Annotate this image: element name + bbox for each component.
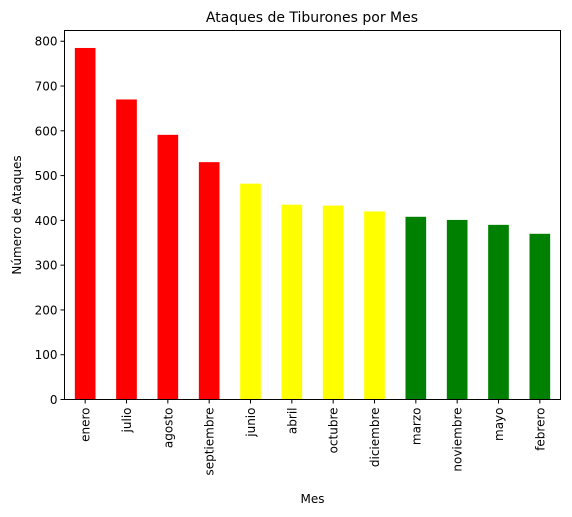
bar-julio bbox=[116, 99, 137, 400]
bar-enero bbox=[74, 47, 96, 400]
y-tick-label: 0 bbox=[50, 393, 58, 407]
plot-frame bbox=[64, 30, 561, 400]
x-tick-label: junio bbox=[244, 408, 258, 438]
y-axis: 0 100 200 300 400 500 600 700 800 bbox=[35, 35, 65, 407]
y-tick-label: 800 bbox=[35, 35, 58, 49]
bars bbox=[74, 47, 551, 400]
y-tick-label: 100 bbox=[35, 348, 58, 362]
x-tick-label: octubre bbox=[327, 408, 341, 454]
x-tick-label: abril bbox=[285, 408, 299, 435]
x-axis-label: Mes bbox=[301, 492, 325, 506]
bar-febrero bbox=[529, 233, 551, 400]
y-tick-label: 500 bbox=[35, 169, 58, 183]
bar-mayo bbox=[488, 224, 509, 400]
x-tick-label: enero bbox=[79, 408, 93, 442]
bar-octubre bbox=[322, 205, 344, 400]
bar-junio bbox=[240, 183, 261, 400]
bar-septiembre bbox=[198, 162, 220, 400]
x-tick-label: agosto bbox=[161, 408, 175, 449]
y-tick-label: 200 bbox=[35, 303, 58, 317]
bar-abril bbox=[281, 204, 303, 400]
y-tick-label: 300 bbox=[35, 259, 58, 273]
bar-diciembre bbox=[364, 211, 385, 400]
x-tick-label: febrero bbox=[533, 408, 547, 451]
y-axis-label: Número de Ataques bbox=[10, 155, 24, 274]
x-tick-label: diciembre bbox=[368, 408, 382, 468]
x-tick-label: septiembre bbox=[203, 408, 217, 476]
bar-marzo bbox=[405, 216, 427, 400]
bar-noviembre bbox=[446, 219, 468, 400]
x-tick-label: marzo bbox=[409, 408, 423, 446]
chart-title: Ataques de Tiburones por Mes bbox=[206, 10, 418, 26]
x-tick-label: noviembre bbox=[451, 408, 465, 472]
y-tick-label: 400 bbox=[35, 214, 58, 228]
x-axis: enero julio agosto septiembre junio abril octu… bbox=[79, 399, 547, 476]
x-tick-label: mayo bbox=[492, 408, 506, 442]
y-tick-label: 700 bbox=[35, 80, 58, 94]
x-tick-label: julio bbox=[120, 408, 134, 434]
bar-agosto bbox=[157, 134, 179, 400]
y-tick-label: 600 bbox=[35, 124, 58, 138]
